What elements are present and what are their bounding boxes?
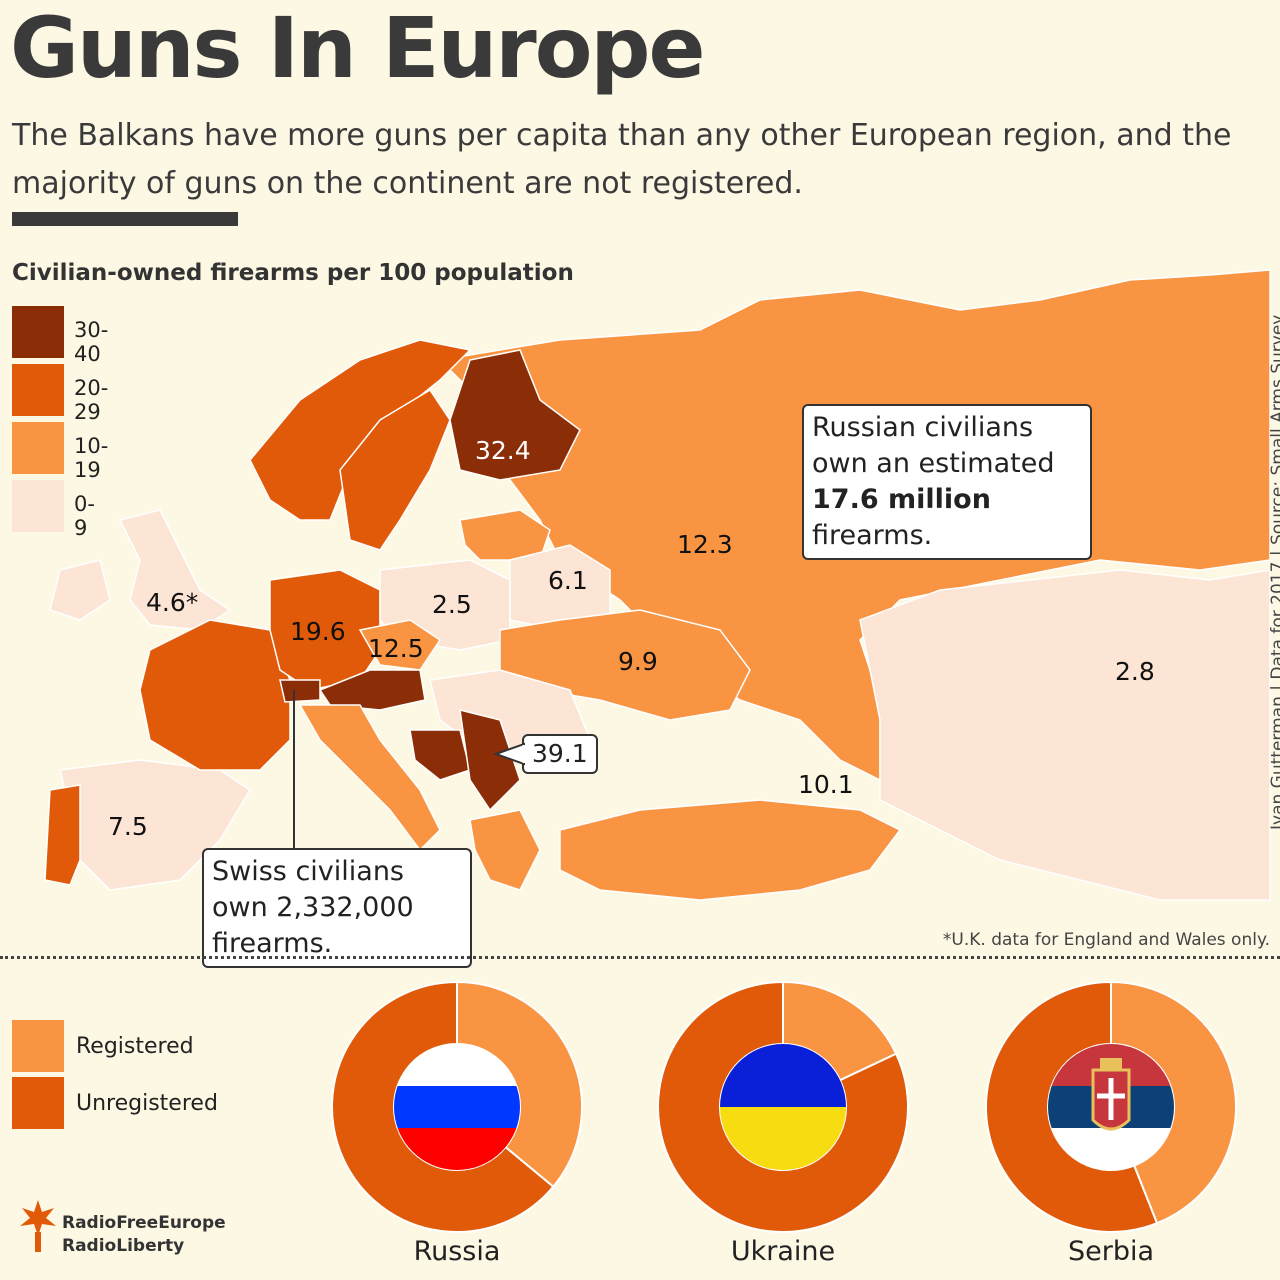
legend-swatch: [12, 306, 64, 358]
legend-swatch: [12, 480, 64, 532]
page-subtitle: The Balkans have more guns per capita th…: [12, 118, 1232, 201]
legend-label: Registered: [76, 1034, 194, 1059]
map-value-uk: 4.6*: [146, 588, 199, 617]
map-value-ukraine: 9.9: [618, 647, 658, 676]
map-serbia: [459, 709, 521, 812]
logo-line-2: RadioLiberty: [62, 1236, 185, 1256]
legend-swatch: [12, 422, 64, 474]
donut-label-serbia: Serbia: [1067, 1236, 1155, 1267]
legend-swatch: [12, 364, 64, 416]
serbia-callout-pointer: [494, 742, 526, 766]
russia-callout-post: firearms.: [812, 520, 933, 551]
legend-label: Unregistered: [76, 1091, 218, 1116]
legend-swatch: [12, 1020, 64, 1072]
map-baltics: [459, 509, 551, 561]
legend-label: 10-19: [74, 434, 109, 482]
registration-donut-charts: [331, 980, 1237, 1233]
map-france: [139, 619, 291, 771]
map-ireland: [49, 559, 111, 621]
legend-label: 30-40: [74, 318, 109, 366]
swiss-callout: Swiss civilians own 2,332,000 firearms.: [202, 848, 472, 968]
page-title: Guns In Europe: [10, 0, 706, 97]
map-greece: [469, 809, 541, 891]
map-kazakhstan: [859, 569, 1271, 901]
legend-label: 0-9: [74, 492, 95, 540]
donut-label-russia: Russia: [413, 1236, 501, 1267]
map-czech: [358, 619, 442, 671]
map-switzerland: [279, 679, 321, 703]
map-value-czech: 12.5: [368, 634, 424, 663]
serbia-flag-icon: [1048, 1044, 1174, 1170]
map-turkey: [559, 799, 902, 901]
legend-title: Civilian-owned firearms per 100 populati…: [12, 260, 574, 286]
russia-callout: Russian civilians own an estimated 17.6 …: [802, 404, 1092, 560]
map-uk: [118, 509, 232, 631]
section-divider: [0, 956, 1280, 959]
legend-swatch: [12, 1077, 64, 1129]
subtitle-underline: [12, 212, 238, 226]
map-value-georgia: 10.1: [798, 770, 854, 799]
europe-map: [44, 269, 1271, 901]
source-credit: Ivan Gutterman | Data for 2017 | Source:…: [1268, 314, 1280, 830]
map-value-germany: 19.6: [290, 617, 346, 646]
donut-label-ukraine: Ukraine: [730, 1236, 836, 1267]
map-value-spain: 7.5: [108, 812, 148, 841]
russia-callout-bold: 17.6 million: [812, 484, 991, 515]
legend-label: 20-29: [74, 376, 109, 424]
map-value-belarus: 6.1: [548, 566, 588, 595]
rferl-logo-icon: [20, 1200, 56, 1252]
logo-text: RadioFreeEurope RadioLiberty: [62, 1212, 226, 1258]
map-value-poland: 2.5: [432, 590, 472, 619]
map-finland: [449, 349, 581, 481]
russia-callout-pre: Russian civilians own an estimated: [812, 412, 1055, 479]
logo-line-1: RadioFreeEurope: [62, 1213, 226, 1233]
map-bosnia: [409, 729, 471, 781]
map-value-finland: 32.4: [475, 436, 531, 465]
map-value-russia: 12.3: [677, 530, 733, 559]
map-portugal: [44, 784, 81, 886]
map-sweden: [339, 388, 451, 551]
map-value-kazakhstan: 2.8: [1115, 657, 1155, 686]
footnote: *U.K. data for England and Wales only.: [942, 930, 1270, 950]
swiss-callout-pointer: [293, 690, 295, 850]
map-italy: [298, 704, 441, 852]
map-black-sea: [590, 730, 760, 800]
